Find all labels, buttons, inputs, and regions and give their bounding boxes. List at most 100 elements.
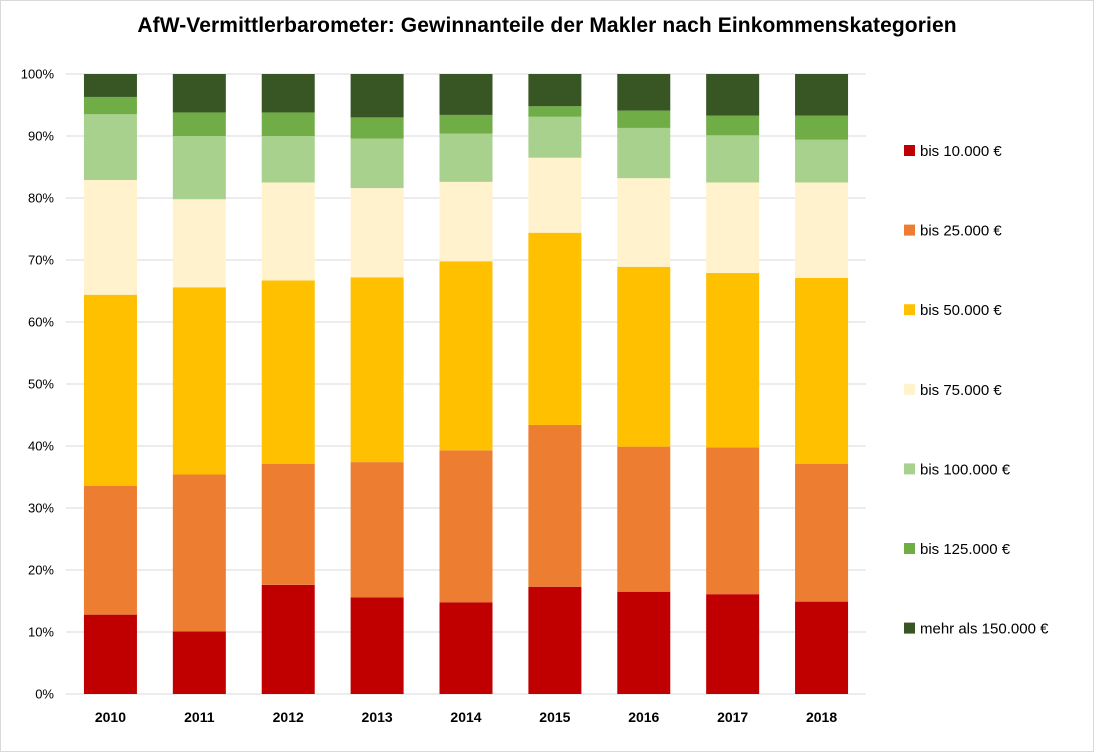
legend-label: bis 75.000 € <box>920 382 1002 399</box>
bar-segment-2014-s1 <box>439 450 493 603</box>
y-tick-label: 70% <box>28 253 54 268</box>
bar-segment-2015-s3 <box>528 157 582 233</box>
bar-segment-2013-s6 <box>350 74 404 118</box>
bar-segment-2013-s2 <box>350 277 404 463</box>
bar-segment-2016-s3 <box>617 178 671 267</box>
bar-segment-2018-s5 <box>795 115 849 140</box>
bar-segment-2012-s6 <box>261 74 315 113</box>
legend: bis 10.000 € bis 25.000 € bis 50.000 € bis … <box>904 143 1049 638</box>
legend-swatch <box>904 543 915 554</box>
y-axis-labels: 0% 10% 20% 30% 40% 50% 60% 70% 80% 90% 100% <box>21 67 55 702</box>
bar-segment-2015-s5 <box>528 106 582 117</box>
bar-segment-2015-s4 <box>528 116 582 158</box>
y-tick-label: 10% <box>28 625 54 640</box>
legend-swatch <box>904 224 915 236</box>
bar-segment-2010-s0 <box>83 614 137 694</box>
bar-segment-2012-s0 <box>261 584 315 694</box>
y-tick-label: 90% <box>28 129 54 144</box>
legend-label: bis 50.000 € <box>920 302 1002 319</box>
bar-segment-2018-s0 <box>795 601 849 694</box>
bar-segment-2011-s1 <box>172 474 226 632</box>
bar-segment-2012-s2 <box>261 280 315 464</box>
bar-segment-2011-s6 <box>172 74 226 113</box>
bar-segment-2018-s3 <box>795 182 849 278</box>
bar-segment-2011-s3 <box>172 199 226 288</box>
bar-segment-2016-s0 <box>617 591 671 694</box>
bar-segment-2010-s4 <box>83 114 137 181</box>
bar-segment-2018-s2 <box>795 277 849 464</box>
bar-segment-2010-s1 <box>83 485 137 615</box>
legend-label: bis 100.000 € <box>920 461 1011 478</box>
bars <box>83 74 849 694</box>
bar-segment-2013-s4 <box>350 138 404 189</box>
bar-segment-2015-s2 <box>528 232 582 425</box>
bar-segment-2016-s4 <box>617 127 671 179</box>
bar-segment-2017-s4 <box>706 135 760 183</box>
legend-label: mehr als 150.000 € <box>920 621 1049 638</box>
x-tick-label: 2018 <box>806 709 837 725</box>
bar-segment-2010-s5 <box>83 96 137 115</box>
y-tick-label: 40% <box>28 439 54 454</box>
bar-segment-2017-s2 <box>706 273 760 448</box>
x-tick-label: 2013 <box>362 709 393 725</box>
bar-segment-2011-s5 <box>172 112 226 136</box>
x-tick-label: 2016 <box>628 709 659 725</box>
bar-segment-2017-s1 <box>706 447 760 595</box>
legend-label: bis 125.000 € <box>920 541 1011 558</box>
x-axis-labels: 2010 2011 2012 2013 2014 2015 2016 2017 2018 <box>95 709 837 725</box>
bar-segment-2014-s5 <box>439 114 493 134</box>
x-tick-label: 2017 <box>717 709 748 725</box>
bar-segment-2016-s1 <box>617 446 671 592</box>
bar-segment-2012-s4 <box>261 136 315 183</box>
bar-segment-2013-s0 <box>350 597 404 694</box>
chart-title: AfW-Vermittlerbarometer: Gewinnanteile d… <box>137 14 957 37</box>
bar-segment-2014-s2 <box>439 261 493 451</box>
legend-label: bis 10.000 € <box>920 143 1002 160</box>
bar-segment-2013-s5 <box>350 117 404 139</box>
bar-segment-2016-s2 <box>617 266 671 447</box>
x-tick-label: 2012 <box>273 709 304 725</box>
bar-segment-2018-s6 <box>795 74 849 116</box>
y-tick-label: 20% <box>28 563 54 578</box>
bar-segment-2010-s6 <box>83 74 137 97</box>
x-tick-label: 2011 <box>184 709 215 725</box>
bar-segment-2013-s3 <box>350 188 404 278</box>
legend-swatch <box>904 463 915 475</box>
bar-segment-2010-s2 <box>83 294 137 486</box>
bar-segment-2016-s6 <box>617 74 671 111</box>
legend-swatch <box>904 622 915 634</box>
bar-segment-2011-s0 <box>172 631 226 694</box>
y-tick-label: 80% <box>28 191 54 206</box>
y-tick-label: 30% <box>28 501 54 516</box>
bar-segment-2015-s1 <box>528 424 582 587</box>
bar-segment-2012-s3 <box>261 182 315 281</box>
y-tick-label: 100% <box>21 67 55 82</box>
bar-segment-2017-s6 <box>706 74 760 116</box>
bar-segment-2017-s0 <box>706 594 760 694</box>
bar-segment-2014-s6 <box>439 74 493 115</box>
bar-segment-2010-s3 <box>83 180 137 295</box>
bar-segment-2015-s0 <box>528 586 582 694</box>
bar-segment-2017-s3 <box>706 182 760 274</box>
bar-segment-2013-s1 <box>350 462 404 598</box>
legend-swatch <box>904 145 915 156</box>
y-tick-label: 50% <box>28 377 54 392</box>
bar-segment-2014-s0 <box>439 602 493 694</box>
y-tick-label: 0% <box>35 687 54 702</box>
bar-segment-2012-s5 <box>261 112 315 136</box>
bar-segment-2017-s5 <box>706 115 760 136</box>
bar-segment-2015-s6 <box>528 74 582 107</box>
bar-segment-2011-s4 <box>172 136 226 200</box>
bar-segment-2018-s1 <box>795 463 849 602</box>
legend-swatch <box>904 383 915 395</box>
x-tick-label: 2010 <box>95 709 126 725</box>
legend-swatch <box>904 304 915 316</box>
legend-label: bis 25.000 € <box>920 223 1002 240</box>
bar-segment-2012-s1 <box>261 463 315 585</box>
bar-segment-2014-s3 <box>439 181 493 262</box>
x-tick-label: 2015 <box>539 709 570 725</box>
bar-segment-2011-s2 <box>172 287 226 475</box>
bar-segment-2016-s5 <box>617 110 671 128</box>
y-tick-label: 60% <box>28 315 54 330</box>
